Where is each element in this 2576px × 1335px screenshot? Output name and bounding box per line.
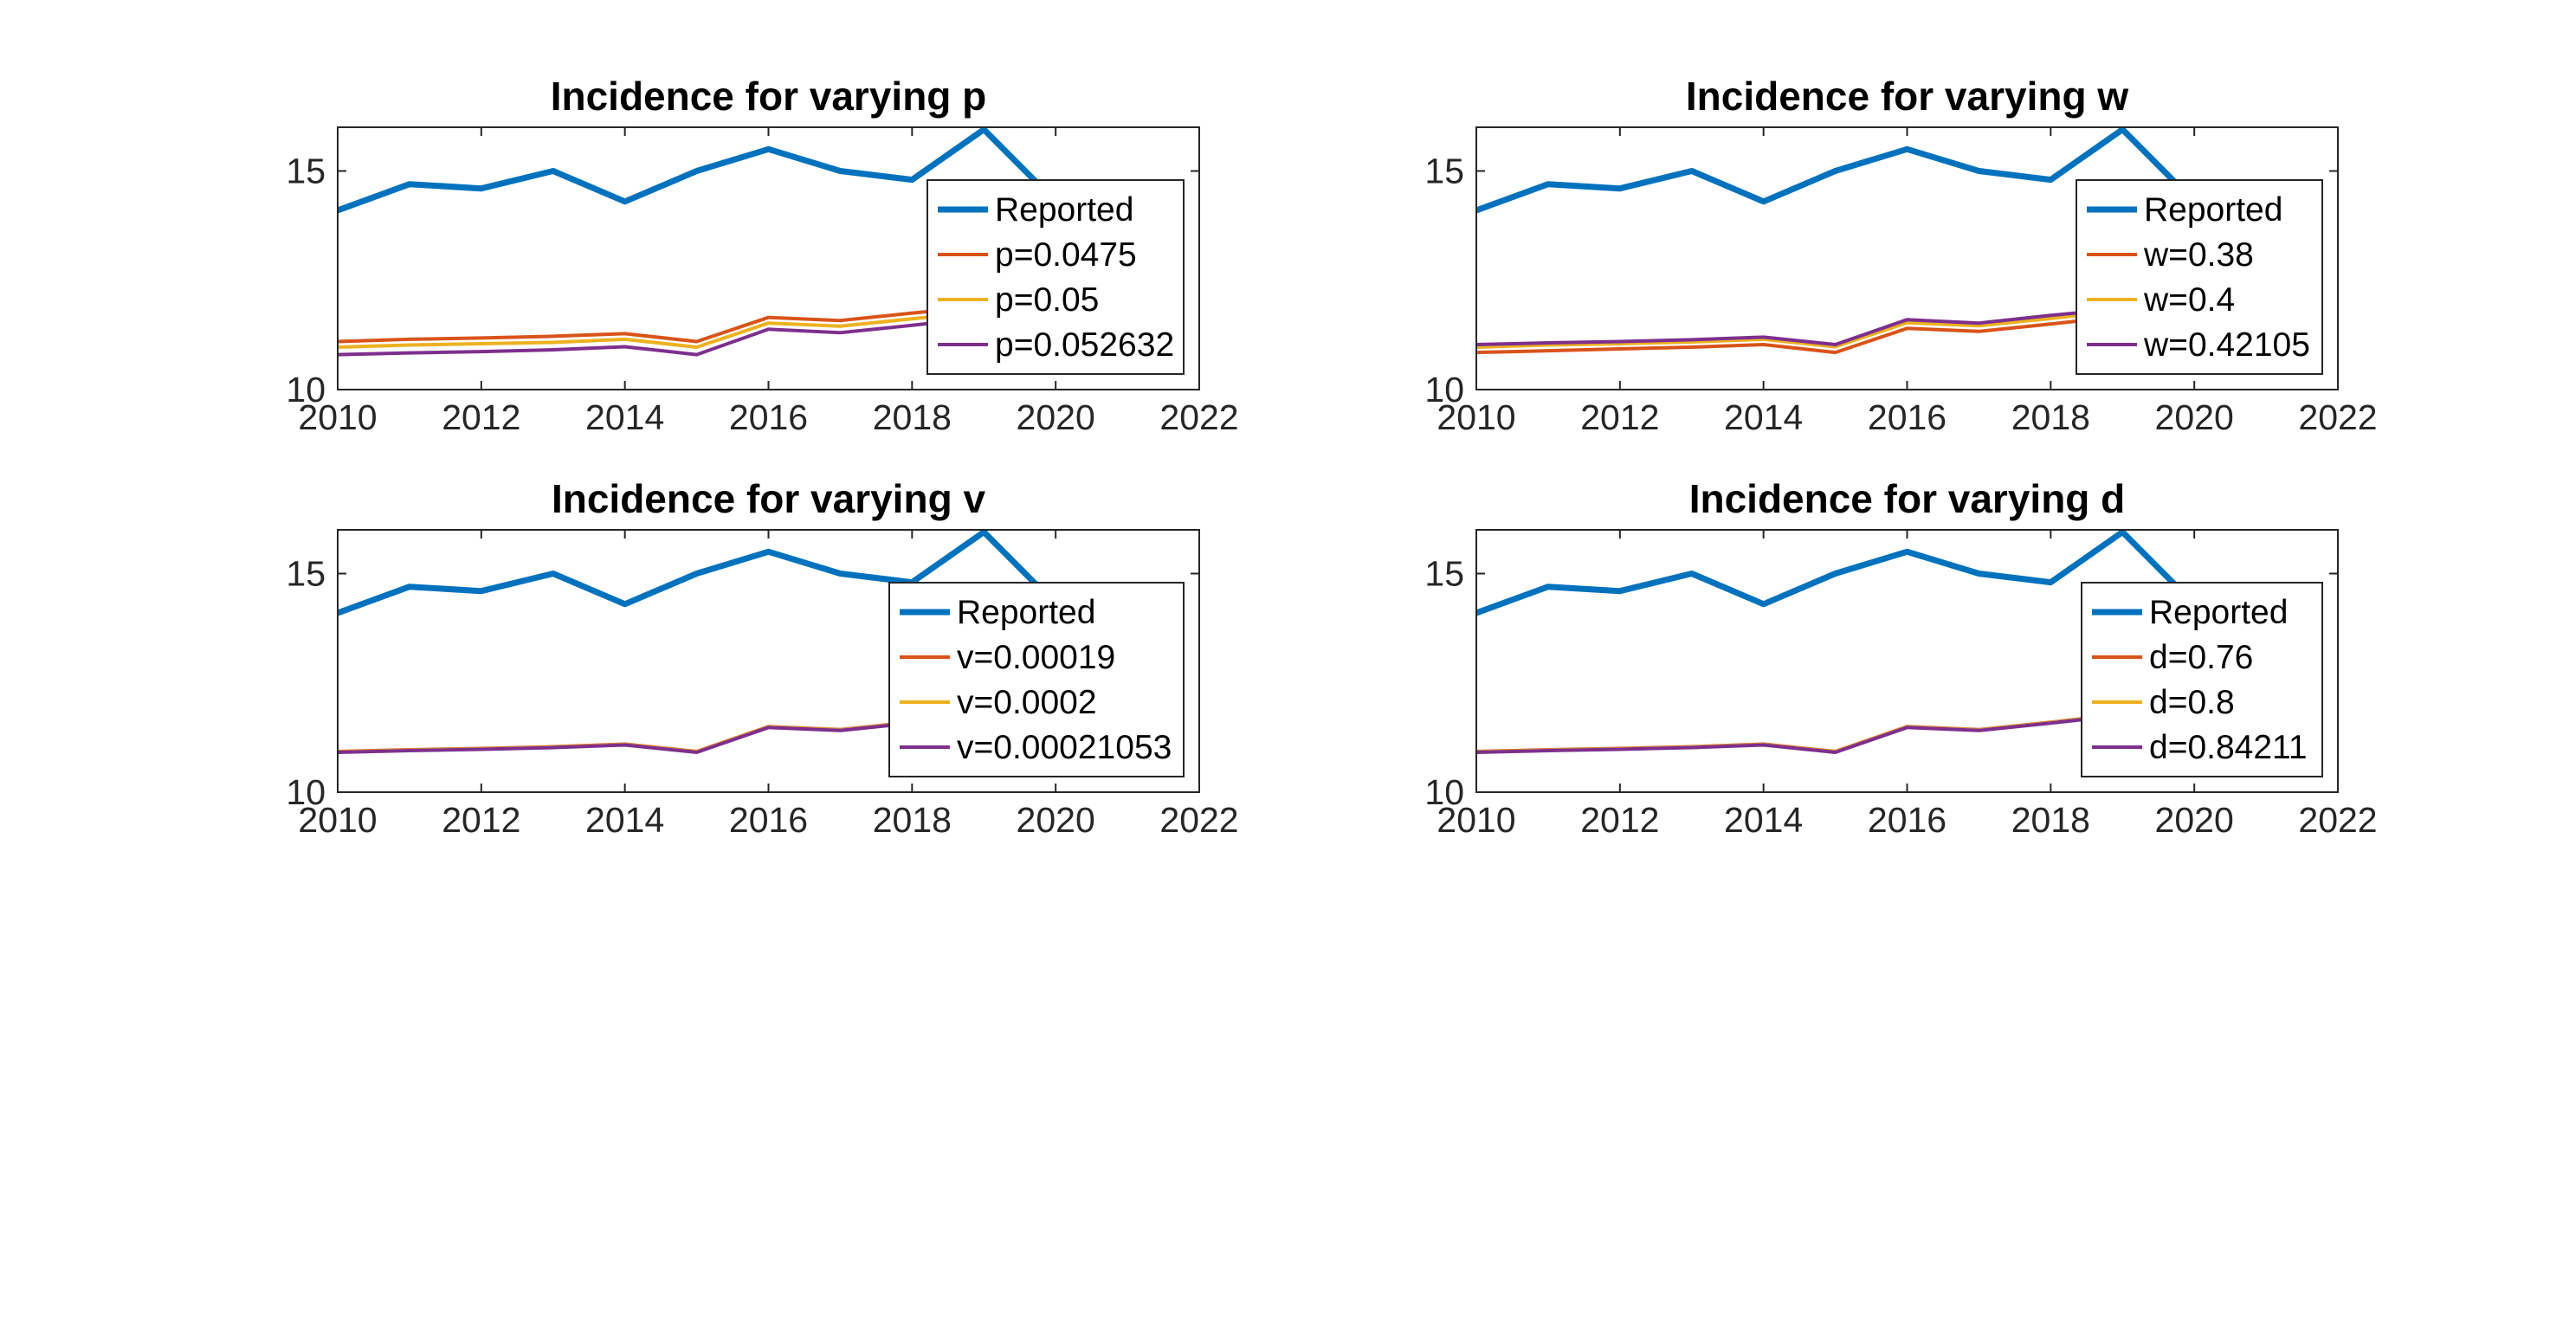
y-tick-label: 15 xyxy=(1424,152,1464,191)
chart-panel-3: Incidence for varying v 2010 2012 2014 2016 2… xyxy=(286,476,1238,840)
x-tick-label: 2012 xyxy=(442,397,520,437)
chart-title: Incidence for varying d xyxy=(1689,476,2126,521)
legend-label: v=0.00021053 xyxy=(957,729,1172,766)
x-tick-label: 2020 xyxy=(2155,397,2234,437)
x-tick-label: 2016 xyxy=(1868,800,1947,840)
chart-panel-2: Incidence for varying w 2010 2012 2014 2016 2… xyxy=(1424,74,2377,437)
legend-label: Reported xyxy=(995,191,1133,229)
series-line-reported xyxy=(338,530,1058,616)
chart-panel-4: Incidence for varying d 2010 2012 2014 2016 2… xyxy=(1424,476,2377,840)
y-tick-label: 10 xyxy=(286,772,326,812)
series-line-2 xyxy=(1476,309,2123,349)
chart-title: Incidence for varying p xyxy=(551,74,987,119)
x-tick-label: 2018 xyxy=(2011,800,2090,840)
x-tick-label: 2022 xyxy=(1159,800,1238,840)
legend: Reported w=0.38 w=0.4 w=0.42105 xyxy=(2076,179,2323,375)
legend: Reported v=0.00019 v=0.0002 v=0.00021053 xyxy=(888,582,1185,777)
legend-label: w=0.42105 xyxy=(2143,326,2310,364)
legend-label: v=0.0002 xyxy=(957,684,1097,721)
x-tick-label: 2020 xyxy=(1017,800,1095,840)
series-group xyxy=(1476,530,2197,754)
y-tick-label: 15 xyxy=(286,554,326,594)
x-tick-label: 2012 xyxy=(1580,397,1659,437)
x-tick-label: 2022 xyxy=(2298,397,2377,437)
series-group xyxy=(338,530,1058,754)
legend-label: p=0.0475 xyxy=(995,236,1137,274)
x-tick-label: 2016 xyxy=(1868,397,1947,437)
series-group xyxy=(1476,127,2197,355)
legend-label: w=0.38 xyxy=(2143,236,2254,274)
x-tick-label: 2010 xyxy=(298,397,377,437)
legend-label: w=0.4 xyxy=(2143,281,2235,319)
legend-label: p=0.05 xyxy=(995,281,1099,319)
legend-label: d=0.84211 xyxy=(2149,729,2308,766)
legend-label: Reported xyxy=(2144,191,2282,229)
legend: Reported d=0.76 d=0.8 d=0.84211 xyxy=(2081,582,2323,777)
x-tick-label: 2012 xyxy=(1580,800,1659,840)
x-tick-label: 2016 xyxy=(729,397,808,437)
x-tick-label: 2018 xyxy=(873,397,952,437)
x-tick-label: 2018 xyxy=(2011,397,2090,437)
x-tick-label: 2010 xyxy=(1436,800,1515,840)
chart-panel-1: Incidence for varying p 2010 2012 2014 2016 2… xyxy=(286,74,1238,437)
x-tick-label: 2022 xyxy=(2298,800,2377,840)
x-tick-label: 2022 xyxy=(1159,397,1238,437)
series-line-reported xyxy=(1476,127,2197,214)
x-tick-label: 2010 xyxy=(1436,397,1515,437)
y-tick-label: 10 xyxy=(1424,772,1464,812)
series-line-3 xyxy=(338,713,985,754)
legend-label: Reported xyxy=(957,594,1095,631)
legend-label: v=0.00019 xyxy=(957,639,1115,676)
series-line-1 xyxy=(1476,314,2123,355)
series-line-reported xyxy=(1476,530,2197,616)
legend: Reported p=0.0475 p=0.05 p=0.052632 xyxy=(926,179,1185,375)
x-tick-label: 2012 xyxy=(442,800,520,840)
legend-label: d=0.8 xyxy=(2149,684,2235,721)
y-tick-label: 15 xyxy=(286,152,326,191)
x-tick-label: 2014 xyxy=(585,800,664,840)
series-line-1 xyxy=(338,305,985,344)
series-line-2 xyxy=(338,310,985,349)
x-tick-label: 2014 xyxy=(1724,800,1803,840)
chart-title: Incidence for varying w xyxy=(1686,74,2128,119)
series-line-3 xyxy=(338,315,985,357)
x-tick-label: 2020 xyxy=(2155,800,2234,840)
series-group xyxy=(338,127,1058,357)
series-line-reported xyxy=(338,127,1058,214)
y-tick-label: 15 xyxy=(1424,554,1464,594)
series-line-3 xyxy=(1476,713,2123,754)
x-tick-label: 2020 xyxy=(1017,397,1095,437)
x-tick-label: 2010 xyxy=(298,800,377,840)
legend-label: p=0.052632 xyxy=(995,326,1174,364)
y-tick-label: 10 xyxy=(1424,370,1464,410)
legend-label: Reported xyxy=(2149,594,2288,631)
series-line-3 xyxy=(1476,306,2123,346)
chart-title: Incidence for varying v xyxy=(552,476,985,521)
x-tick-label: 2016 xyxy=(729,800,808,840)
y-tick-label: 10 xyxy=(286,370,326,410)
x-tick-label: 2014 xyxy=(1724,397,1803,437)
x-tick-label: 2014 xyxy=(585,397,664,437)
legend-label: d=0.76 xyxy=(2149,639,2253,676)
x-tick-label: 2018 xyxy=(873,800,952,840)
